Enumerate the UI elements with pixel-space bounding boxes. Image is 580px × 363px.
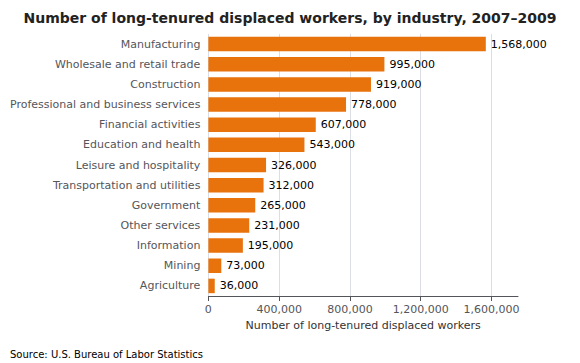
svg-text:73,000: 73,000 [226, 259, 265, 272]
svg-text:36,000: 36,000 [220, 279, 259, 292]
svg-text:Manufacturing: Manufacturing [121, 38, 201, 51]
svg-text:326,000: 326,000 [271, 159, 317, 172]
svg-text:195,000: 195,000 [248, 239, 294, 252]
svg-text:Government: Government [132, 199, 201, 212]
svg-text:Construction: Construction [130, 78, 200, 91]
svg-text:Other services: Other services [120, 219, 200, 232]
svg-text:Number of long-tenured displac: Number of long-tenured displaced workers [246, 319, 481, 332]
svg-text:Education and health: Education and health [83, 138, 200, 151]
svg-text:231,000: 231,000 [254, 219, 300, 232]
svg-text:Professional and business serv: Professional and business services [10, 98, 201, 111]
svg-text:800,000: 800,000 [327, 303, 373, 316]
svg-text:607,000: 607,000 [321, 118, 367, 131]
svg-text:1,568,000: 1,568,000 [491, 38, 547, 51]
svg-text:312,000: 312,000 [269, 179, 315, 192]
svg-text:Source: U.S. Bureau of Labor S: Source: U.S. Bureau of Labor Statistics [10, 349, 203, 360]
svg-text:919,000: 919,000 [376, 78, 422, 91]
svg-text:Information: Information [137, 239, 201, 252]
svg-text:Financial activities: Financial activities [99, 118, 201, 131]
svg-text:Transportation and utilities: Transportation and utilities [52, 179, 201, 192]
svg-text:1,200,000: 1,200,000 [393, 303, 449, 316]
svg-text:1,600,000: 1,600,000 [463, 303, 519, 316]
svg-text:Wholesale and retail trade: Wholesale and retail trade [55, 58, 201, 71]
svg-text:995,000: 995,000 [389, 58, 435, 71]
svg-text:Agriculture: Agriculture [140, 279, 201, 292]
svg-text:778,000: 778,000 [351, 98, 397, 111]
svg-text:Mining: Mining [164, 259, 201, 272]
svg-text:400,000: 400,000 [256, 303, 302, 316]
svg-text:0: 0 [205, 303, 212, 316]
svg-text:Leisure and hospitality: Leisure and hospitality [76, 159, 201, 172]
svg-text:Number of long-tenured displac: Number of long-tenured displaced workers… [23, 10, 556, 26]
svg-text:543,000: 543,000 [309, 138, 355, 151]
svg-text:265,000: 265,000 [260, 199, 306, 212]
